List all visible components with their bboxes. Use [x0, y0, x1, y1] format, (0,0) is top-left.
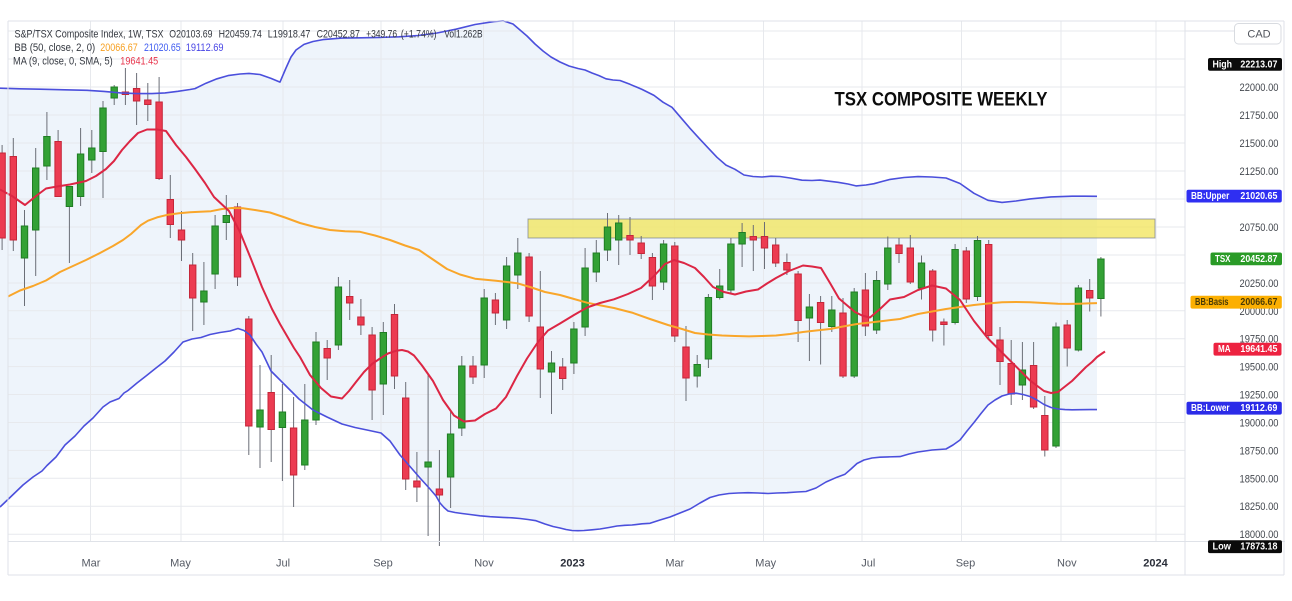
svg-text:20000.00: 20000.00	[1240, 306, 1279, 318]
svg-text:+349.76: +349.76	[366, 29, 397, 41]
svg-text:CAD: CAD	[1247, 29, 1270, 41]
svg-text:20066.67: 20066.67	[1240, 297, 1277, 308]
svg-text:O20103.69: O20103.69	[169, 29, 212, 41]
svg-text:C20452.87: C20452.87	[317, 29, 360, 41]
svg-text:21500.00: 21500.00	[1240, 138, 1279, 150]
svg-text:19112.69: 19112.69	[1240, 403, 1277, 414]
svg-text:Mar: Mar	[82, 558, 101, 570]
svg-text:20066.67: 20066.67	[100, 42, 137, 54]
svg-text:MA: MA	[1218, 344, 1231, 355]
svg-text:18750.00: 18750.00	[1240, 445, 1279, 457]
svg-text:H20459.74: H20459.74	[219, 29, 262, 41]
svg-text:21020.65: 21020.65	[1240, 191, 1277, 202]
svg-text:TSX COMPOSITE WEEKLY: TSX COMPOSITE WEEKLY	[835, 90, 1048, 111]
svg-text:17873.18: 17873.18	[1240, 542, 1277, 553]
svg-text:Vol1.262B: Vol1.262B	[444, 29, 482, 41]
svg-text:19112.69: 19112.69	[186, 42, 224, 54]
svg-text:Jul: Jul	[276, 558, 290, 570]
svg-text:Nov: Nov	[1057, 558, 1077, 570]
svg-text:19750.00: 19750.00	[1240, 334, 1279, 346]
svg-text:2023: 2023	[560, 558, 584, 570]
svg-text:18500.00: 18500.00	[1240, 473, 1279, 485]
svg-text:BB:Basis: BB:Basis	[1195, 297, 1229, 308]
svg-text:Low: Low	[1213, 542, 1232, 553]
svg-text:Sep: Sep	[373, 558, 393, 570]
svg-text:High: High	[1213, 59, 1233, 70]
svg-text:Jul: Jul	[861, 558, 875, 570]
svg-text:22213.07: 22213.07	[1240, 59, 1277, 70]
svg-text:Sep: Sep	[956, 558, 976, 570]
svg-text:19500.00: 19500.00	[1240, 362, 1279, 374]
svg-text:20452.87: 20452.87	[1240, 254, 1277, 265]
svg-text:TSX: TSX	[1215, 254, 1231, 265]
svg-text:Mar: Mar	[665, 558, 684, 570]
svg-text:(+1.74%): (+1.74%)	[401, 29, 437, 41]
svg-text:May: May	[170, 558, 191, 570]
svg-text:19250.00: 19250.00	[1240, 390, 1279, 402]
svg-text:18250.00: 18250.00	[1240, 501, 1279, 513]
svg-text:Nov: Nov	[474, 558, 494, 570]
svg-text:BB:Upper: BB:Upper	[1191, 191, 1229, 202]
svg-text:18000.00: 18000.00	[1240, 529, 1279, 541]
svg-text:L19918.47: L19918.47	[268, 29, 311, 41]
svg-text:20750.00: 20750.00	[1240, 222, 1279, 234]
svg-text:19000.00: 19000.00	[1240, 418, 1279, 430]
svg-text:MA (9, close, 0, SMA, 5): MA (9, close, 0, SMA, 5)	[13, 56, 113, 68]
svg-text:19641.45: 19641.45	[120, 56, 158, 68]
svg-text:20250.00: 20250.00	[1240, 278, 1279, 290]
svg-text:S&P/TSX Composite Index, 1W, T: S&P/TSX Composite Index, 1W, TSX	[15, 29, 165, 41]
svg-text:May: May	[755, 558, 776, 570]
svg-text:22000.00: 22000.00	[1240, 82, 1279, 94]
svg-text:21020.65: 21020.65	[144, 42, 181, 54]
svg-text:2024: 2024	[1143, 558, 1168, 570]
svg-text:BB (50, close, 2, 0): BB (50, close, 2, 0)	[14, 42, 95, 54]
svg-text:19641.45: 19641.45	[1240, 344, 1277, 355]
svg-text:21750.00: 21750.00	[1240, 110, 1279, 122]
svg-text:BB:Lower: BB:Lower	[1191, 403, 1230, 414]
svg-text:21250.00: 21250.00	[1240, 166, 1279, 178]
